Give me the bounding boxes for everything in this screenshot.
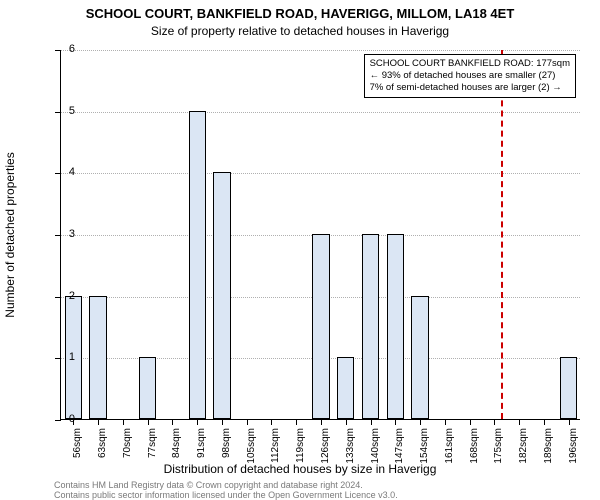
x-tick-label: 133sqm — [345, 428, 356, 478]
x-tick-label: 77sqm — [147, 428, 158, 478]
x-tick-label: 154sqm — [419, 428, 430, 478]
x-tick — [371, 419, 372, 425]
x-tick-label: 196sqm — [568, 428, 579, 478]
bar — [560, 357, 577, 419]
x-tick-label: 105sqm — [246, 428, 257, 478]
x-tick-label: 175sqm — [493, 428, 504, 478]
chart-legend: SCHOOL COURT BANKFIELD ROAD: 177sqm ← 93… — [364, 54, 576, 98]
x-tick — [123, 419, 124, 425]
x-tick-label: 70sqm — [122, 428, 133, 478]
bar — [337, 357, 354, 419]
x-tick — [296, 419, 297, 425]
y-tick-label: 2 — [55, 290, 75, 302]
x-tick — [420, 419, 421, 425]
x-tick-label: 189sqm — [543, 428, 554, 478]
bar — [213, 172, 230, 419]
bar — [89, 296, 106, 419]
x-tick-label: 182sqm — [518, 428, 529, 478]
x-tick — [197, 419, 198, 425]
x-tick-label: 119sqm — [295, 428, 306, 478]
x-tick — [519, 419, 520, 425]
x-tick — [247, 419, 248, 425]
bar — [387, 234, 404, 419]
x-tick — [494, 419, 495, 425]
x-tick-label: 91sqm — [196, 428, 207, 478]
x-tick — [222, 419, 223, 425]
chart-plot-area: SCHOOL COURT BANKFIELD ROAD: 177sqm ← 93… — [60, 50, 580, 420]
legend-line: ← 93% of detached houses are smaller (27… — [370, 70, 570, 82]
chart-title-line1: SCHOOL COURT, BANKFIELD ROAD, HAVERIGG, … — [0, 6, 600, 21]
footer-line: Contains public sector information licen… — [54, 490, 594, 500]
x-tick — [544, 419, 545, 425]
bar — [139, 357, 156, 419]
x-tick — [321, 419, 322, 425]
bar — [312, 234, 329, 419]
footer-line: Contains HM Land Registry data © Crown c… — [54, 480, 594, 490]
x-tick — [445, 419, 446, 425]
y-tick-label: 0 — [55, 413, 75, 425]
x-tick-label: 126sqm — [320, 428, 331, 478]
x-tick — [98, 419, 99, 425]
x-tick-label: 98sqm — [221, 428, 232, 478]
x-tick — [569, 419, 570, 425]
bar — [411, 296, 428, 419]
chart-title-line2: Size of property relative to detached ho… — [0, 24, 600, 38]
y-tick-label: 5 — [55, 105, 75, 117]
x-tick — [470, 419, 471, 425]
y-tick-label: 6 — [55, 43, 75, 55]
legend-line: 7% of semi-detached houses are larger (2… — [370, 82, 570, 94]
marker-line — [501, 50, 503, 419]
x-tick-label: 147sqm — [394, 428, 405, 478]
y-tick-label: 1 — [55, 351, 75, 363]
x-tick — [148, 419, 149, 425]
y-tick-label: 3 — [55, 228, 75, 240]
x-tick — [271, 419, 272, 425]
x-tick-label: 84sqm — [171, 428, 182, 478]
x-tick — [172, 419, 173, 425]
x-tick — [395, 419, 396, 425]
footer-attribution: Contains HM Land Registry data © Crown c… — [54, 480, 594, 500]
legend-line: SCHOOL COURT BANKFIELD ROAD: 177sqm — [370, 58, 570, 70]
x-tick — [346, 419, 347, 425]
x-tick-label: 168sqm — [469, 428, 480, 478]
bar — [362, 234, 379, 419]
y-axis-label: Number of detached properties — [3, 152, 17, 317]
y-tick-label: 4 — [55, 166, 75, 178]
x-tick-label: 56sqm — [72, 428, 83, 478]
x-tick-label: 112sqm — [270, 428, 281, 478]
bar — [189, 111, 206, 419]
x-tick-label: 140sqm — [370, 428, 381, 478]
x-tick-label: 63sqm — [97, 428, 108, 478]
x-tick-label: 161sqm — [444, 428, 455, 478]
